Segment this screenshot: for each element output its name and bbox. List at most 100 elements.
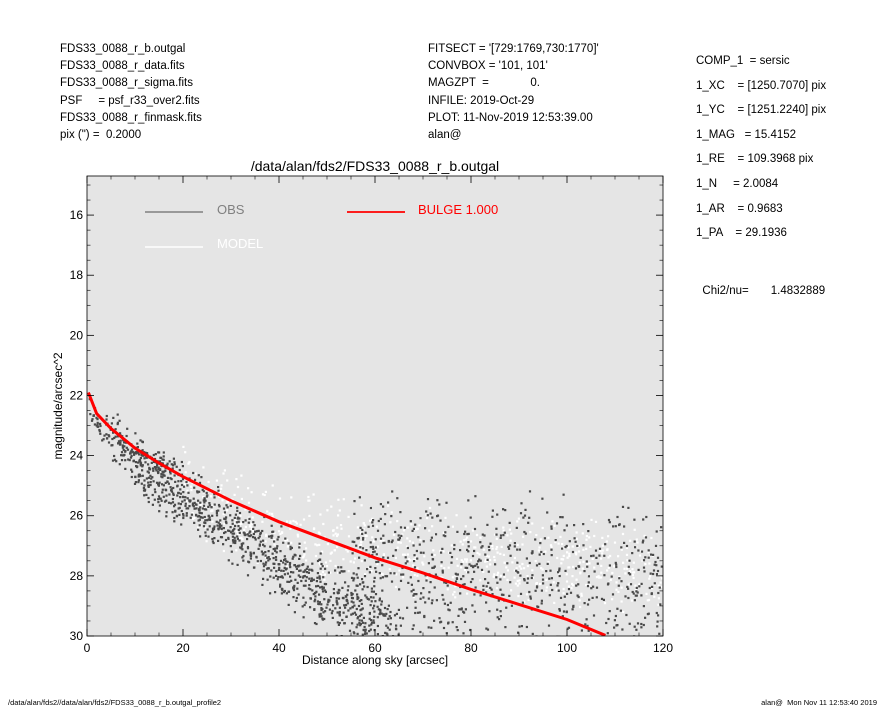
- obs-point: [464, 608, 467, 611]
- obs-point: [353, 639, 355, 641]
- obs-point: [196, 515, 200, 518]
- model-point: [479, 536, 482, 539]
- obs-point: [242, 542, 245, 545]
- obs-point: [354, 613, 358, 616]
- model-point: [513, 576, 516, 579]
- obs-point: [139, 439, 142, 442]
- model-point: [330, 505, 333, 508]
- obs-point: [119, 432, 122, 435]
- obs-point: [587, 575, 590, 578]
- obs-point: [652, 553, 655, 556]
- obs-point: [412, 527, 415, 530]
- obs-point: [170, 463, 173, 466]
- model-point: [268, 512, 271, 515]
- obs-point: [319, 567, 322, 570]
- obs-point: [142, 486, 145, 489]
- obs-point: [422, 540, 425, 543]
- obs-point: [400, 650, 402, 652]
- obs-point: [369, 541, 372, 544]
- obs-point: [129, 451, 132, 454]
- model-point: [455, 514, 458, 517]
- obs-point: [151, 476, 154, 479]
- obs-point: [162, 455, 165, 458]
- obs-point: [140, 482, 143, 485]
- obs-point: [469, 516, 472, 519]
- obs-point: [409, 576, 412, 579]
- obs-point: [336, 603, 339, 606]
- obs-point: [621, 505, 625, 508]
- model-point: [211, 509, 214, 512]
- model-point: [551, 520, 554, 523]
- obs-point: [353, 540, 356, 544]
- model-point: [359, 549, 362, 552]
- obs-point: [322, 587, 325, 590]
- obs-point: [585, 618, 588, 621]
- model-point: [439, 549, 442, 553]
- obs-point: [222, 543, 225, 546]
- obs-point: [358, 614, 361, 618]
- obs-point: [295, 565, 298, 568]
- obs-point: [286, 560, 289, 563]
- obs-point: [136, 461, 140, 464]
- obs-point: [361, 588, 364, 591]
- obs-point: [367, 598, 371, 601]
- obs-point: [543, 537, 546, 540]
- obs-point: [504, 626, 507, 629]
- obs-point: [522, 516, 525, 519]
- obs-point: [142, 489, 146, 492]
- obs-point: [190, 513, 193, 516]
- model-point: [263, 493, 266, 497]
- model-point: [375, 554, 378, 557]
- obs-point: [371, 545, 374, 548]
- model-point: [646, 599, 649, 602]
- obs-point: [334, 569, 337, 572]
- obs-point: [279, 559, 283, 562]
- obs-point: [118, 419, 121, 422]
- model-point: [419, 539, 422, 542]
- obs-point: [645, 515, 648, 519]
- obs-point: [259, 540, 262, 543]
- obs-point: [348, 629, 352, 632]
- obs-point: [361, 649, 363, 651]
- obs-point: [463, 611, 466, 614]
- obs-point: [168, 493, 171, 496]
- obs-point: [362, 646, 364, 648]
- obs-point: [280, 575, 283, 578]
- obs-point: [262, 552, 265, 555]
- obs-point: [141, 474, 144, 477]
- obs-point: [149, 481, 152, 484]
- obs-point: [360, 643, 362, 645]
- obs-point: [373, 615, 376, 618]
- model-point: [575, 531, 578, 534]
- model-point: [329, 559, 332, 562]
- obs-point: [389, 572, 392, 575]
- obs-point: [217, 509, 220, 512]
- obs-point: [378, 597, 381, 600]
- obs-point: [587, 629, 590, 632]
- obs-point: [369, 565, 372, 568]
- obs-point: [627, 587, 630, 590]
- model-point: [552, 581, 555, 584]
- obs-point: [199, 506, 202, 509]
- model-point: [648, 577, 651, 580]
- model-point: [233, 493, 236, 496]
- model-point: [308, 514, 311, 517]
- model-point: [521, 543, 524, 546]
- obs-point: [264, 563, 267, 566]
- model-point: [305, 559, 308, 562]
- model-point: [585, 535, 588, 538]
- obs-point: [592, 585, 595, 588]
- obs-point: [518, 548, 521, 551]
- obs-point: [329, 595, 332, 598]
- model-point: [392, 533, 396, 536]
- obs-point: [588, 598, 591, 601]
- model-point: [641, 559, 644, 562]
- model-point: [534, 560, 537, 563]
- obs-point: [217, 521, 220, 524]
- obs-point: [368, 611, 371, 615]
- obs-point: [231, 529, 234, 533]
- obs-point: [163, 474, 166, 477]
- obs-point: [623, 541, 626, 544]
- obs-point: [361, 581, 364, 584]
- obs-point: [248, 517, 251, 520]
